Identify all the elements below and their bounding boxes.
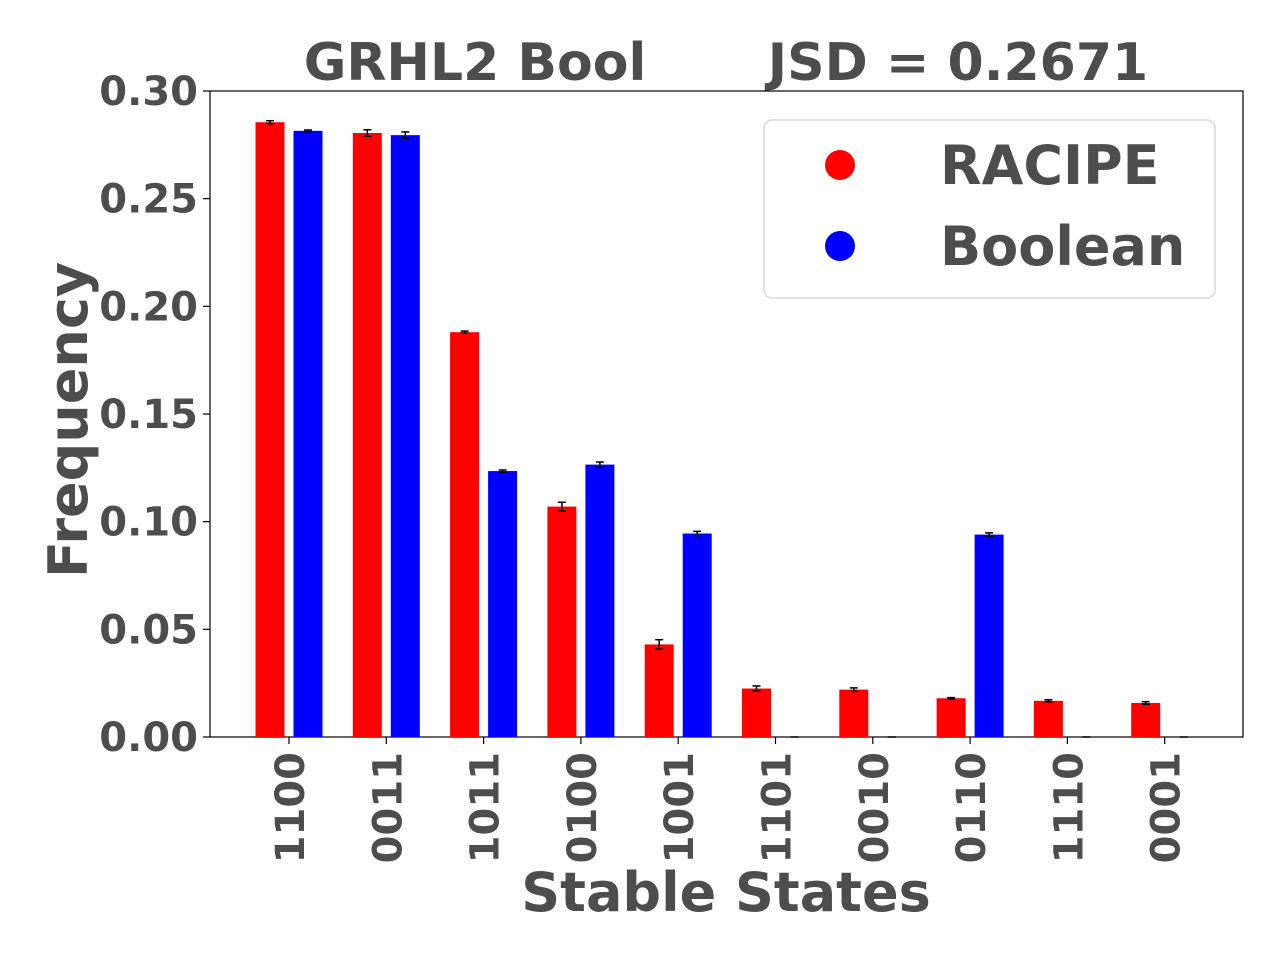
bar-boolean-0011 (390, 135, 420, 738)
bar-boolean-0110 (974, 534, 1004, 737)
x-tick-label: 0010 (852, 752, 898, 863)
bar-racipe-0001 (1131, 702, 1161, 737)
bar-boolean-1011 (488, 471, 518, 737)
x-tick-label: 1110 (1046, 752, 1092, 863)
y-tick-label: 0.25 (99, 177, 198, 223)
legend-marker-boolean (825, 231, 855, 261)
x-axis-label: Stable States (521, 861, 930, 924)
bar-racipe-0011 (352, 132, 382, 738)
chart-title-right: JSD = 0.2671 (765, 33, 1148, 93)
bar-racipe-0010 (839, 689, 869, 737)
y-axis-label: Frequency (37, 262, 100, 578)
legend: RACIPE Boolean (763, 119, 1216, 299)
x-tick-label: 1101 (755, 752, 801, 863)
y-tick-label: 0.05 (99, 607, 198, 653)
y-tick-label: 0.20 (99, 284, 198, 330)
bar-racipe-1100 (255, 122, 285, 738)
x-tick-label: 0110 (949, 752, 995, 863)
plot-area: 0.00 0.05 0.10 0.15 0.20 0.25 0.30 1100 0011 1011… (99, 69, 1244, 863)
x-tick-label: 1011 (463, 752, 509, 863)
chart-title-left: GRHL2 Bool (304, 33, 647, 93)
x-tick-label: 0100 (560, 752, 606, 863)
bar-racipe-1001 (644, 644, 674, 737)
legend-frame (763, 119, 1216, 299)
legend-label-boolean: Boolean (940, 215, 1185, 278)
bar-racipe-1110 (1033, 700, 1063, 737)
bar-racipe-1011 (450, 332, 480, 737)
x-tick-label: 1100 (268, 752, 314, 863)
legend-label-racipe: RACIPE (940, 134, 1160, 197)
bar-racipe-0110 (936, 698, 966, 737)
legend-marker-racipe (825, 150, 855, 180)
y-tick-label: 0.10 (99, 500, 198, 546)
bar-racipe-1101 (742, 688, 771, 737)
y-tick-label: 0.15 (99, 392, 198, 438)
bar-boolean-0100 (585, 464, 615, 737)
x-tick-label: 1001 (657, 752, 703, 863)
y-tick-label: 0.00 (99, 715, 198, 761)
x-tick-label: 0011 (365, 752, 411, 863)
bar-racipe-0100 (547, 506, 577, 737)
bar-boolean-1100 (293, 130, 323, 737)
y-tick-label: 0.30 (99, 69, 198, 115)
bar-boolean-1001 (682, 533, 712, 737)
x-tick-label: 0001 (1144, 752, 1190, 863)
